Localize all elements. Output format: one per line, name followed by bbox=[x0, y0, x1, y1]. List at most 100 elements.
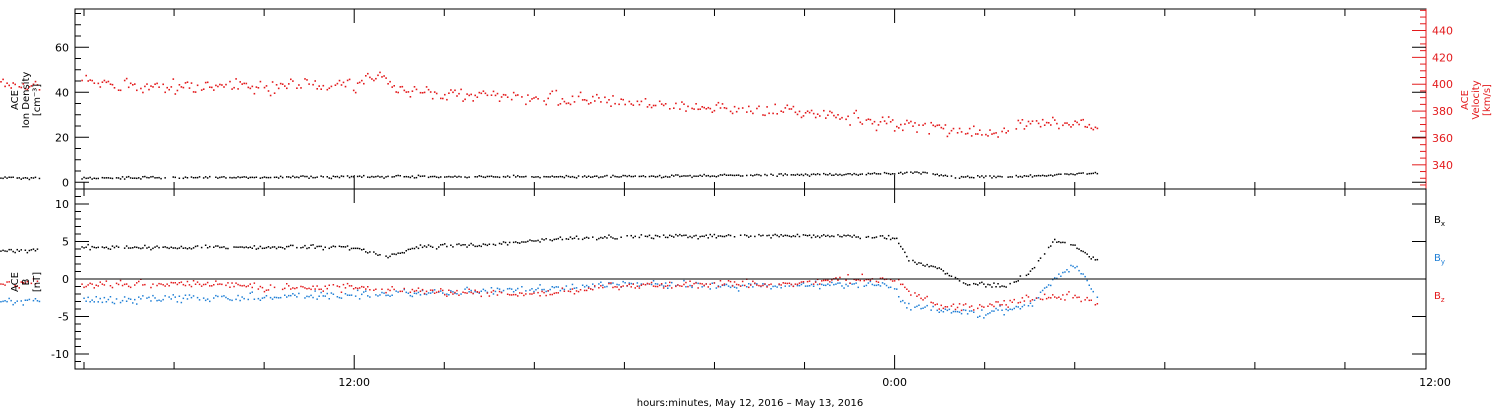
data-point bbox=[198, 299, 201, 301]
data-point bbox=[239, 81, 241, 83]
data-point bbox=[247, 247, 249, 249]
data-point bbox=[346, 245, 349, 247]
data-point bbox=[962, 176, 965, 178]
data-point bbox=[1039, 125, 1042, 128]
data-point bbox=[484, 289, 487, 292]
data-point bbox=[697, 287, 699, 289]
data-point bbox=[829, 284, 831, 287]
data-point bbox=[802, 234, 805, 236]
data-point bbox=[462, 100, 464, 102]
data-point bbox=[723, 283, 726, 285]
data-point bbox=[397, 252, 399, 254]
data-point bbox=[796, 173, 799, 176]
data-point bbox=[286, 245, 288, 248]
data-point bbox=[705, 234, 707, 236]
data-point bbox=[796, 284, 799, 287]
data-point bbox=[618, 176, 620, 178]
data-point bbox=[989, 129, 991, 131]
data-point bbox=[429, 175, 432, 178]
data-point bbox=[956, 132, 959, 134]
data-point bbox=[320, 175, 322, 177]
data-point bbox=[415, 176, 418, 179]
data-point bbox=[981, 309, 983, 311]
data-point bbox=[81, 178, 83, 180]
data-point bbox=[385, 255, 387, 257]
data-point bbox=[865, 278, 868, 281]
data-point bbox=[857, 278, 859, 281]
data-point bbox=[843, 174, 845, 176]
data-point bbox=[237, 88, 239, 90]
data-point bbox=[590, 102, 592, 104]
data-point bbox=[352, 176, 355, 178]
data-point bbox=[411, 288, 414, 291]
data-point bbox=[713, 233, 716, 236]
data-point bbox=[1058, 273, 1060, 275]
data-point bbox=[1029, 270, 1032, 272]
data-point bbox=[28, 249, 31, 252]
data-point bbox=[946, 306, 949, 308]
data-point bbox=[784, 285, 786, 287]
data-point bbox=[304, 244, 306, 247]
data-point bbox=[891, 119, 894, 121]
data-point bbox=[823, 279, 825, 282]
data-point bbox=[340, 291, 343, 293]
data-point bbox=[725, 235, 728, 237]
data-point bbox=[346, 294, 349, 296]
data-point bbox=[814, 281, 817, 283]
data-point bbox=[466, 292, 468, 294]
data-point bbox=[748, 105, 750, 108]
data-point bbox=[206, 81, 209, 84]
data-point bbox=[920, 262, 922, 264]
data-point bbox=[498, 242, 501, 245]
data-point bbox=[482, 176, 485, 178]
data-point bbox=[841, 236, 843, 238]
data-point bbox=[241, 296, 243, 298]
data-point bbox=[525, 241, 527, 243]
data-point bbox=[924, 297, 926, 299]
data-point bbox=[34, 283, 37, 285]
data-point bbox=[727, 280, 730, 282]
data-point bbox=[855, 279, 857, 281]
data-point bbox=[1056, 297, 1058, 299]
data-point bbox=[675, 285, 677, 288]
data-point bbox=[251, 247, 253, 249]
data-point bbox=[91, 178, 93, 180]
data-point bbox=[480, 290, 482, 292]
data-point bbox=[823, 284, 825, 286]
data-point bbox=[1052, 294, 1054, 296]
data-point bbox=[247, 86, 250, 89]
data-point bbox=[952, 127, 955, 130]
data-point bbox=[184, 284, 187, 287]
data-point bbox=[259, 299, 262, 301]
data-point bbox=[239, 284, 241, 287]
panel-frames bbox=[74, 8, 1427, 370]
data-point bbox=[458, 294, 460, 296]
data-point bbox=[476, 291, 478, 293]
data-point bbox=[204, 283, 207, 286]
data-point bbox=[367, 286, 369, 288]
data-point bbox=[265, 176, 268, 179]
data-point bbox=[525, 103, 527, 106]
data-point bbox=[786, 104, 789, 107]
data-point bbox=[837, 174, 839, 176]
data-point bbox=[640, 100, 643, 103]
data-point bbox=[221, 295, 223, 298]
data-point bbox=[354, 295, 357, 297]
data-point bbox=[533, 97, 535, 99]
data-point bbox=[741, 280, 744, 283]
data-point bbox=[762, 114, 764, 116]
data-point bbox=[1082, 273, 1084, 275]
data-point bbox=[267, 289, 270, 291]
data-point bbox=[936, 124, 939, 127]
data-point bbox=[267, 90, 270, 92]
top-ylabel-line-1: ACE bbox=[10, 90, 21, 110]
data-point bbox=[127, 86, 130, 89]
data-point bbox=[559, 236, 562, 238]
bottom-ylabel-line-2: B bbox=[21, 278, 32, 285]
data-point bbox=[225, 83, 227, 86]
data-point bbox=[0, 250, 2, 252]
data-point bbox=[816, 283, 819, 286]
data-point bbox=[555, 286, 557, 288]
data-point bbox=[306, 175, 308, 178]
data-point bbox=[889, 121, 892, 123]
